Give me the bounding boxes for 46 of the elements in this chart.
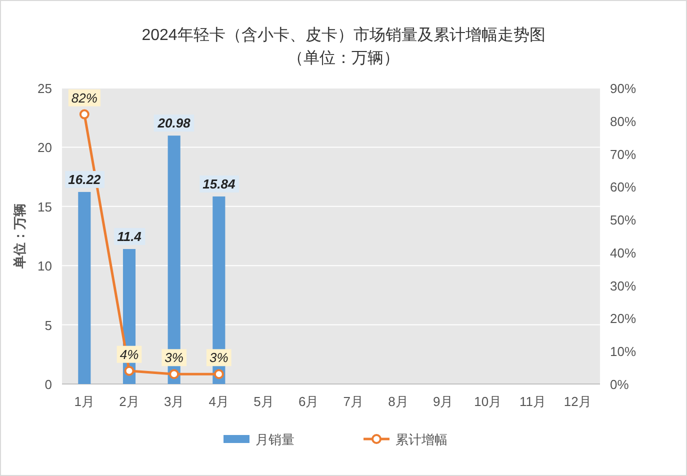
data-label: 11.4 (117, 229, 142, 244)
y-axis-title: 单位：万辆 (12, 204, 27, 270)
x-tick-label: 4月 (208, 394, 230, 409)
legend-label: 月销量 (256, 432, 294, 447)
y2-tick-label: 10% (610, 344, 636, 360)
x-tick-label: 11月 (520, 394, 546, 409)
x-tick-label: 1月 (74, 394, 95, 409)
y2-tick-label: 80% (610, 114, 636, 129)
x-tick-label: 3月 (164, 394, 184, 409)
point (79, 109, 90, 120)
y2-tick-label: 30% (610, 278, 636, 294)
y-tick-label: 15 (38, 199, 52, 214)
y2-tick-label: 90% (610, 81, 636, 96)
point (214, 369, 224, 380)
y-tick-label: 10 (38, 258, 52, 274)
point (169, 369, 180, 380)
data-label: 3% (164, 350, 184, 366)
x-tick-label: 8月 (388, 394, 408, 409)
x-tick-label: 5月 (254, 394, 274, 409)
y-tick-label: 5 (44, 318, 52, 333)
bar (78, 192, 91, 384)
y-tick-label: 20 (38, 140, 52, 156)
legend-label: 累计增幅 (396, 432, 448, 447)
y-tick-label: 0 (44, 377, 52, 392)
chart-subtitle: （单位：万辆） (288, 49, 400, 67)
y2-tick-label: 20% (610, 311, 636, 326)
y2-tick-label: 70% (610, 146, 636, 162)
y2-tick-label: 0% (610, 377, 630, 392)
x-tick-label: 12月 (564, 394, 592, 409)
data-label: 82% (71, 90, 98, 106)
x-tick-label: 2月 (119, 394, 140, 409)
y2-tick-label: 40% (610, 245, 636, 260)
x-tick-label: 10月 (474, 394, 502, 409)
data-label: 15.84 (202, 176, 236, 192)
x-tick-label: 7月 (343, 394, 364, 409)
y-tick-label: 25 (38, 81, 52, 96)
point (124, 366, 134, 376)
y2-tick-label: 60% (610, 180, 636, 195)
x-tick-label: 6月 (298, 394, 319, 409)
x-tick-label: 9月 (432, 394, 454, 409)
chart-title: 2024年轻卡（含小卡、皮卡）市场销量及累计增幅走势图 (142, 26, 546, 44)
y2-tick-label: 50% (610, 212, 636, 228)
data-label: 4% (120, 346, 139, 362)
data-label: 3% (210, 350, 228, 366)
data-label: 16.22 (68, 172, 102, 187)
data-label: 20.98 (156, 116, 192, 131)
